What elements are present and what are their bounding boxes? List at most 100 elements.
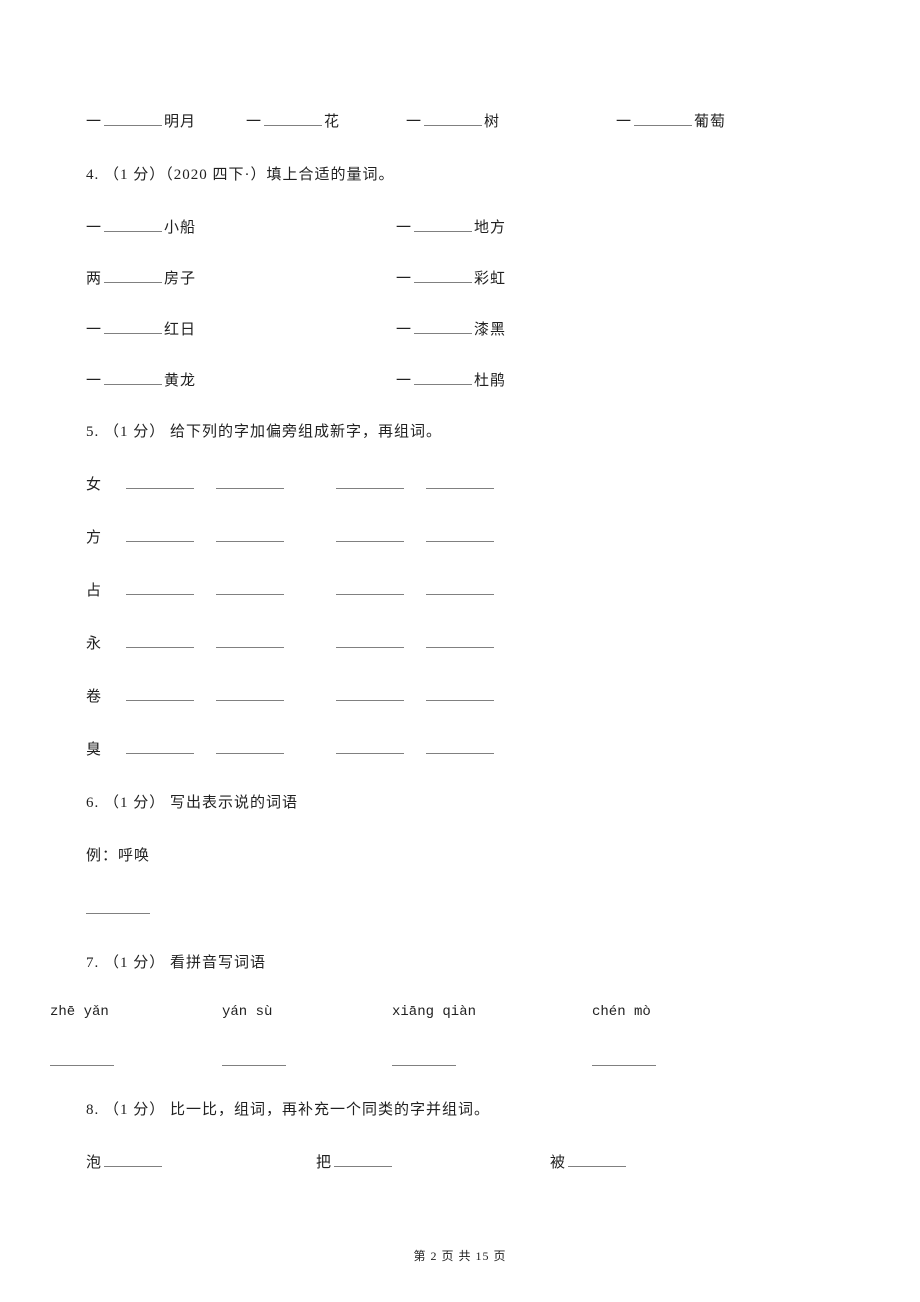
q7-pinyin-4: chén mò	[592, 1004, 870, 1020]
q3-item-1-suffix: 明月	[164, 114, 196, 130]
blank	[126, 526, 194, 542]
blank	[336, 685, 404, 701]
blank	[126, 579, 194, 595]
blank	[50, 1050, 114, 1066]
q4-r4-l-prefix: 一	[86, 373, 102, 389]
blank	[216, 738, 284, 754]
blank	[216, 526, 284, 542]
q4-r1-r-prefix: 一	[396, 220, 412, 236]
q7-header: 7. （1 分） 看拼音写词语	[86, 951, 870, 972]
q4-row-2-right: 一 彩虹	[396, 267, 506, 288]
document-content: 一明月 一花 一树 一葡萄 4. （1 分）（2020 四下·）填上合适的量词。…	[50, 110, 870, 1172]
blank	[426, 685, 494, 701]
blank	[426, 526, 494, 542]
q3-item-4-suffix: 葡萄	[694, 114, 726, 130]
blank	[392, 1050, 456, 1066]
blank	[104, 216, 162, 232]
q4-row-4-right: 一 杜鹃	[396, 369, 506, 390]
q4-r4-l-suffix: 黄龙	[164, 373, 196, 389]
q4-row-3: 一 红日 一 漆黑	[86, 318, 870, 339]
blank	[334, 1151, 392, 1167]
q4-r1-l-suffix: 小船	[164, 220, 196, 236]
q4-r2-l-suffix: 房子	[164, 271, 196, 287]
q8-char-2: 把	[316, 1155, 332, 1171]
q5-char-4: 永	[86, 632, 126, 653]
q5-char-6: 臭	[86, 738, 126, 759]
blank	[86, 898, 150, 914]
q8-cell-3: 被	[550, 1151, 870, 1172]
q3-item-1: 一 明月	[86, 110, 246, 131]
q5-row-4: 永	[86, 632, 870, 653]
q4-r1-l-prefix: 一	[86, 220, 102, 236]
q8-row: 泡 把 被	[86, 1151, 870, 1172]
q4-r2-r-suffix: 彩虹	[474, 271, 506, 287]
q4-row-4-left: 一 黄龙	[86, 369, 396, 390]
q3-item-3: 一树	[406, 110, 616, 131]
blank	[426, 473, 494, 489]
blank	[414, 216, 472, 232]
q3-item-4: 一葡萄	[616, 110, 870, 131]
blank	[426, 738, 494, 754]
q8-char-1: 泡	[86, 1155, 102, 1171]
blank	[216, 685, 284, 701]
q7-pinyin-3: xiāng qiàn	[392, 1004, 592, 1020]
blank	[216, 473, 284, 489]
q4-r3-l-suffix: 红日	[164, 322, 196, 338]
blank	[104, 1151, 162, 1167]
q6-answer-blank	[86, 898, 870, 919]
q4-row-3-left: 一 红日	[86, 318, 396, 339]
q4-row-1-right: 一地方	[396, 216, 506, 237]
q4-row-2-left: 两 房子	[86, 267, 396, 288]
blank	[264, 110, 322, 126]
q7-pinyin-row: zhē yǎn yán sù xiāng qiàn chén mò	[50, 1004, 870, 1020]
q8-cell-2: 把	[316, 1151, 550, 1172]
q3-items-row: 一明月 一花 一树 一葡萄	[86, 110, 870, 131]
q8-char-3: 被	[550, 1155, 566, 1171]
q5-row-3: 占	[86, 579, 870, 600]
blank	[216, 632, 284, 648]
blank	[414, 369, 472, 385]
q4-r2-l-prefix: 两	[86, 271, 102, 287]
blank	[216, 579, 284, 595]
q5-header: 5. （1 分） 给下列的字加偏旁组成新字，再组词。	[86, 420, 870, 441]
q3-item-2-suffix: 花	[324, 114, 340, 130]
blank	[126, 632, 194, 648]
q5-row-2: 方	[86, 526, 870, 547]
blank	[336, 473, 404, 489]
blank	[336, 738, 404, 754]
q4-r4-r-suffix: 杜鹃	[474, 373, 506, 389]
q4-r4-r-prefix: 一	[396, 373, 412, 389]
blank	[592, 1050, 656, 1066]
blank	[424, 110, 482, 126]
blank	[104, 318, 162, 334]
blank	[336, 579, 404, 595]
q4-r2-r-prefix: 一	[396, 271, 412, 287]
q5-row-5: 卷	[86, 685, 870, 706]
q5-char-3: 占	[86, 579, 126, 600]
q4-header: 4. （1 分）（2020 四下·）填上合适的量词。	[86, 163, 870, 184]
blank	[126, 473, 194, 489]
q6-example: 例：呼唤	[86, 844, 870, 868]
q3-item-1-prefix: 一	[86, 114, 102, 130]
q4-row-3-right: 一 漆黑	[396, 318, 506, 339]
blank	[104, 369, 162, 385]
blank	[414, 267, 472, 283]
blank	[126, 685, 194, 701]
q3-item-2: 一花	[246, 110, 406, 131]
q5-char-1: 女	[86, 473, 126, 494]
blank	[126, 738, 194, 754]
blank	[336, 632, 404, 648]
q8-header: 8. （1 分） 比一比，组词，再补充一个同类的字并组词。	[86, 1098, 870, 1119]
q5-row-6: 臭	[86, 738, 870, 759]
blank	[634, 110, 692, 126]
blank	[104, 267, 162, 283]
q4-r3-r-suffix: 漆黑	[474, 322, 506, 338]
blank	[222, 1050, 286, 1066]
q4-r3-l-prefix: 一	[86, 322, 102, 338]
blank	[104, 110, 162, 126]
blank	[568, 1151, 626, 1167]
q4-r3-r-prefix: 一	[396, 322, 412, 338]
q4-row-2: 两 房子 一 彩虹	[86, 267, 870, 288]
q3-item-2-prefix: 一	[246, 114, 262, 130]
blank	[426, 579, 494, 595]
